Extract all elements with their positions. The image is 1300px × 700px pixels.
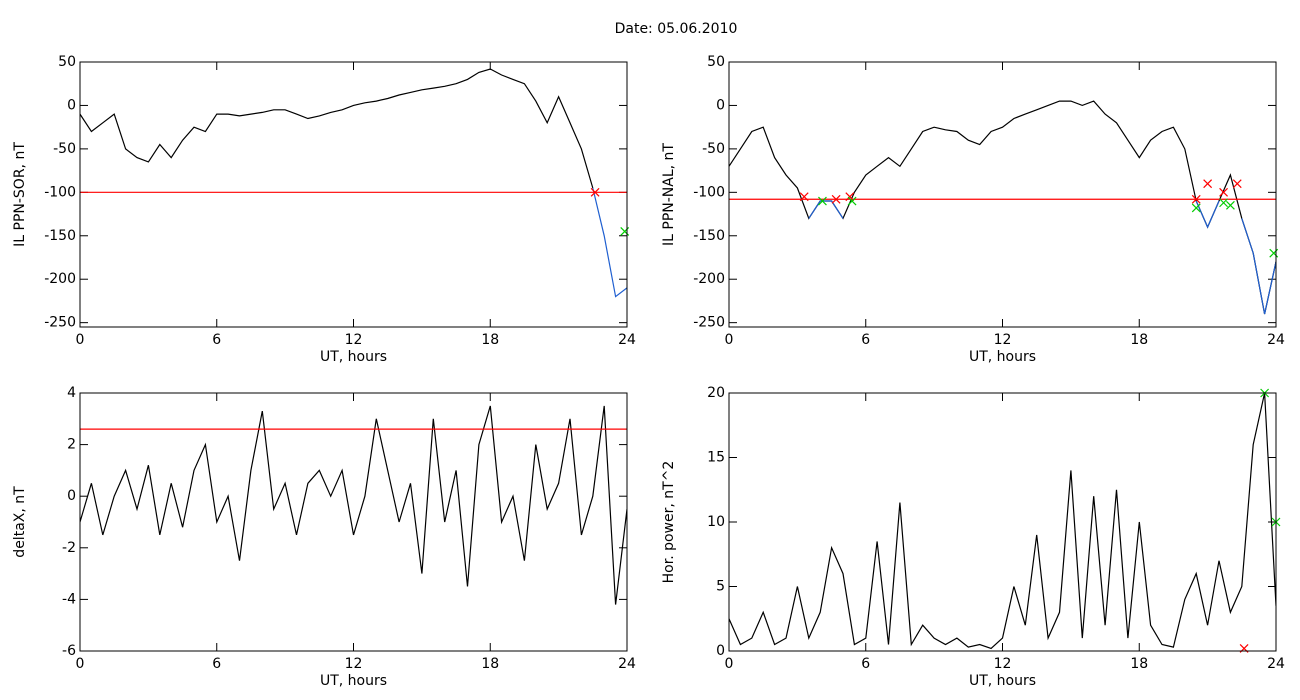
x-tick-label: 24 bbox=[618, 656, 636, 672]
x-tick-label: 12 bbox=[345, 656, 363, 672]
y-axis-label: IL PPN-NAL, nT bbox=[661, 143, 677, 246]
x-tick-label: 24 bbox=[1267, 332, 1285, 348]
marker-stroke bbox=[847, 196, 857, 206]
y-axis-label: deltaX, nT bbox=[12, 486, 28, 558]
x-tick-label: 6 bbox=[861, 332, 870, 348]
plot-area bbox=[80, 405, 627, 605]
y-tick-label: -100 bbox=[693, 184, 725, 200]
x-tick-label: 18 bbox=[481, 656, 499, 672]
marker bbox=[799, 192, 809, 202]
y-tick-label: -50 bbox=[702, 141, 725, 157]
marker-stroke bbox=[1225, 200, 1235, 210]
x-tick-label: 6 bbox=[212, 332, 221, 348]
marker-stroke bbox=[845, 192, 855, 202]
marker-stroke bbox=[1203, 179, 1213, 189]
y-tick-label: 0 bbox=[716, 643, 725, 659]
axes-box bbox=[79, 392, 628, 652]
data-line bbox=[808, 200, 1276, 315]
x-tick-label: 6 bbox=[861, 656, 870, 672]
y-tick-label: 10 bbox=[707, 514, 725, 530]
marker bbox=[845, 192, 855, 202]
y-tick-label: 20 bbox=[707, 385, 725, 401]
x-tick-label: 0 bbox=[725, 332, 734, 348]
data-line bbox=[80, 405, 627, 605]
marker bbox=[590, 187, 600, 197]
y-tick-label: 5 bbox=[716, 579, 725, 595]
marker-stroke bbox=[831, 194, 841, 204]
marker-stroke bbox=[818, 196, 827, 206]
marker bbox=[831, 194, 841, 204]
x-tick-label: 6 bbox=[212, 656, 221, 672]
marker-stroke bbox=[1219, 198, 1229, 208]
x-tick-label: 0 bbox=[76, 656, 85, 672]
axes-box bbox=[79, 61, 628, 328]
y-tick-label: 0 bbox=[67, 97, 76, 113]
data-line bbox=[592, 187, 627, 298]
x-tick-label: 0 bbox=[725, 656, 734, 672]
marker-stroke bbox=[1191, 203, 1201, 213]
y-tick-label: 4 bbox=[67, 385, 76, 401]
marker-stroke bbox=[590, 187, 600, 197]
y-tick-label: 2 bbox=[67, 437, 76, 453]
x-tick-label: 12 bbox=[345, 332, 363, 348]
marker bbox=[1232, 179, 1242, 189]
y-tick-label: -100 bbox=[44, 184, 76, 200]
figure-title: Date: 05.06.2010 bbox=[615, 21, 738, 37]
marker bbox=[818, 196, 827, 206]
x-tick-label: 24 bbox=[618, 332, 636, 348]
y-axis-label: IL PPN-SOR, nT bbox=[12, 142, 28, 247]
plot-area bbox=[80, 68, 627, 298]
marker bbox=[1225, 200, 1235, 210]
marker bbox=[1191, 203, 1201, 213]
y-tick-label: -200 bbox=[44, 271, 76, 287]
marker-stroke bbox=[1219, 187, 1229, 197]
axes-box bbox=[728, 392, 1277, 652]
y-tick-label: -250 bbox=[44, 315, 76, 331]
y-tick-label: -250 bbox=[693, 315, 725, 331]
x-tick-label: 12 bbox=[994, 656, 1012, 672]
x-tick-label: 18 bbox=[1130, 332, 1148, 348]
marker bbox=[847, 196, 857, 206]
y-tick-label: 15 bbox=[707, 450, 725, 466]
x-tick-label: 0 bbox=[76, 332, 85, 348]
y-tick-label: -200 bbox=[693, 271, 725, 287]
marker-stroke bbox=[1232, 179, 1242, 189]
y-tick-label: 50 bbox=[58, 54, 76, 70]
plot-area bbox=[729, 393, 1276, 650]
x-axis-label: UT, hours bbox=[969, 349, 1036, 365]
y-tick-label: -6 bbox=[62, 643, 76, 659]
y-tick-label: -4 bbox=[62, 591, 76, 607]
x-tick-label: 18 bbox=[481, 332, 499, 348]
y-tick-label: -50 bbox=[53, 141, 76, 157]
x-axis-label: UT, hours bbox=[320, 673, 387, 689]
marker bbox=[1203, 179, 1213, 189]
marker-stroke bbox=[799, 192, 809, 202]
y-axis-label: Hor. power, nT^2 bbox=[661, 461, 677, 584]
x-tick-label: 24 bbox=[1267, 656, 1285, 672]
marker bbox=[1219, 187, 1229, 197]
x-tick-label: 18 bbox=[1130, 656, 1148, 672]
y-tick-label: 0 bbox=[67, 488, 76, 504]
marker bbox=[1191, 194, 1201, 204]
x-axis-label: UT, hours bbox=[320, 349, 387, 365]
y-tick-label: -150 bbox=[44, 228, 76, 244]
marker-stroke bbox=[1191, 194, 1201, 204]
data-line bbox=[729, 393, 1276, 650]
x-axis-label: UT, hours bbox=[969, 673, 1036, 689]
marker bbox=[1219, 198, 1229, 208]
y-tick-label: -150 bbox=[693, 228, 725, 244]
data-line bbox=[80, 68, 594, 189]
y-tick-label: -2 bbox=[62, 540, 76, 556]
axes-box bbox=[728, 61, 1277, 328]
y-tick-label: 50 bbox=[707, 54, 725, 70]
y-tick-label: 0 bbox=[716, 97, 725, 113]
x-tick-label: 12 bbox=[994, 332, 1012, 348]
